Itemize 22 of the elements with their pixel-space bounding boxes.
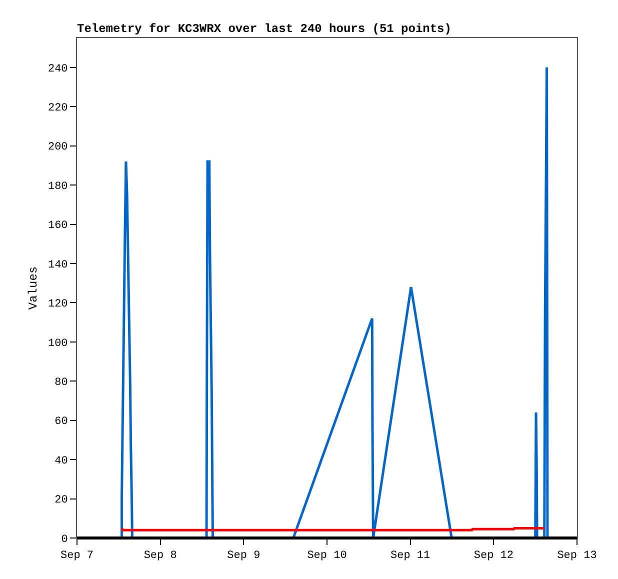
y-tick-label: 0 bbox=[61, 534, 68, 546]
chart-title: Telemetry for KC3WRX over last 240 hours (51 points) bbox=[77, 22, 452, 36]
y-tick-label: 20 bbox=[54, 494, 68, 507]
y-tick-label: 180 bbox=[48, 180, 68, 193]
y-tick-label: 80 bbox=[54, 376, 68, 389]
y-tick-label: 160 bbox=[48, 220, 68, 232]
y-tick-label: 200 bbox=[48, 142, 68, 154]
y-tick-label: 60 bbox=[54, 416, 68, 428]
x-tick-label: Sep 10 bbox=[307, 550, 347, 562]
y-tick-label: 40 bbox=[54, 455, 68, 468]
x-tick-label: Sep 8 bbox=[144, 550, 177, 562]
y-axis-title: Values bbox=[26, 266, 40, 310]
y-tick-label: 100 bbox=[48, 338, 68, 350]
y-tick-label: 240 bbox=[48, 63, 68, 76]
x-tick-label: Sep 9 bbox=[227, 550, 260, 562]
y-tick-label: 120 bbox=[48, 298, 68, 311]
x-tick-label: Sep 7 bbox=[60, 550, 94, 562]
x-tick-label: Sep 13 bbox=[557, 550, 597, 562]
y-tick-label: 220 bbox=[48, 102, 68, 114]
x-tick-label: Sep 12 bbox=[474, 550, 514, 562]
x-tick-label: Sep 11 bbox=[390, 550, 431, 562]
y-tick-label: 140 bbox=[48, 259, 68, 272]
